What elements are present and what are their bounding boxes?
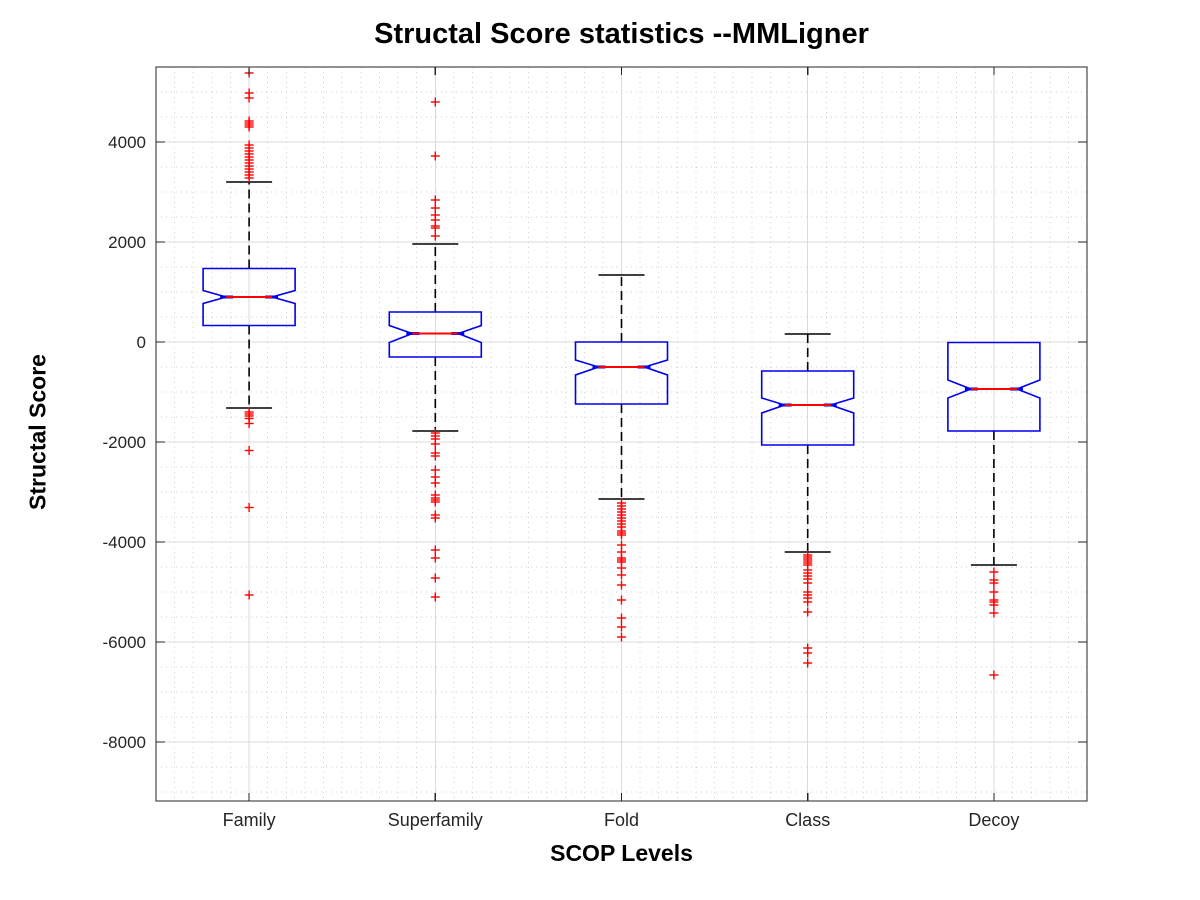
box-outline	[202, 267, 296, 327]
outliers-class	[803, 550, 813, 668]
x-tick-label: Class	[785, 810, 830, 830]
y-tick-label: -2000	[103, 433, 146, 452]
outliers-fold	[617, 498, 626, 642]
outliers-decoy	[989, 567, 999, 680]
box-outline	[574, 341, 669, 405]
boxplot-superfamily	[388, 243, 483, 432]
y-tick-label: 4000	[108, 133, 146, 152]
box-outline	[947, 341, 1041, 432]
outliers-family	[244, 68, 254, 600]
x-tick-label: Superfamily	[388, 810, 483, 830]
axes-frame	[155, 66, 1088, 802]
chart-title: Structal Score statistics --MMLigner	[374, 18, 869, 50]
x-tick-label: Family	[223, 810, 276, 830]
tick-labels: 4000 2000 0 -2000 -4000 -6000 -8000 Family Super…	[103, 133, 1020, 830]
outliers-superfamily	[430, 97, 440, 602]
box-outline	[760, 370, 855, 446]
y-axis-title-text: Structal Score	[24, 354, 51, 510]
x-tick-label: Fold	[604, 810, 639, 830]
x-tick-label: Decoy	[968, 810, 1019, 830]
y-tick-label: -4000	[103, 533, 146, 552]
y-tick-label: 2000	[108, 233, 146, 252]
x-axis-title: SCOP Levels	[550, 840, 693, 866]
grid-major	[156, 67, 1087, 801]
boxplot-fold	[574, 274, 669, 500]
boxplot-decoy	[947, 341, 1041, 566]
box-outline	[388, 311, 483, 358]
boxplot-class	[760, 333, 855, 553]
y-tick-label: -8000	[103, 733, 146, 752]
y-tick-label: -6000	[103, 633, 146, 652]
y-tick-label: 0	[137, 333, 146, 352]
